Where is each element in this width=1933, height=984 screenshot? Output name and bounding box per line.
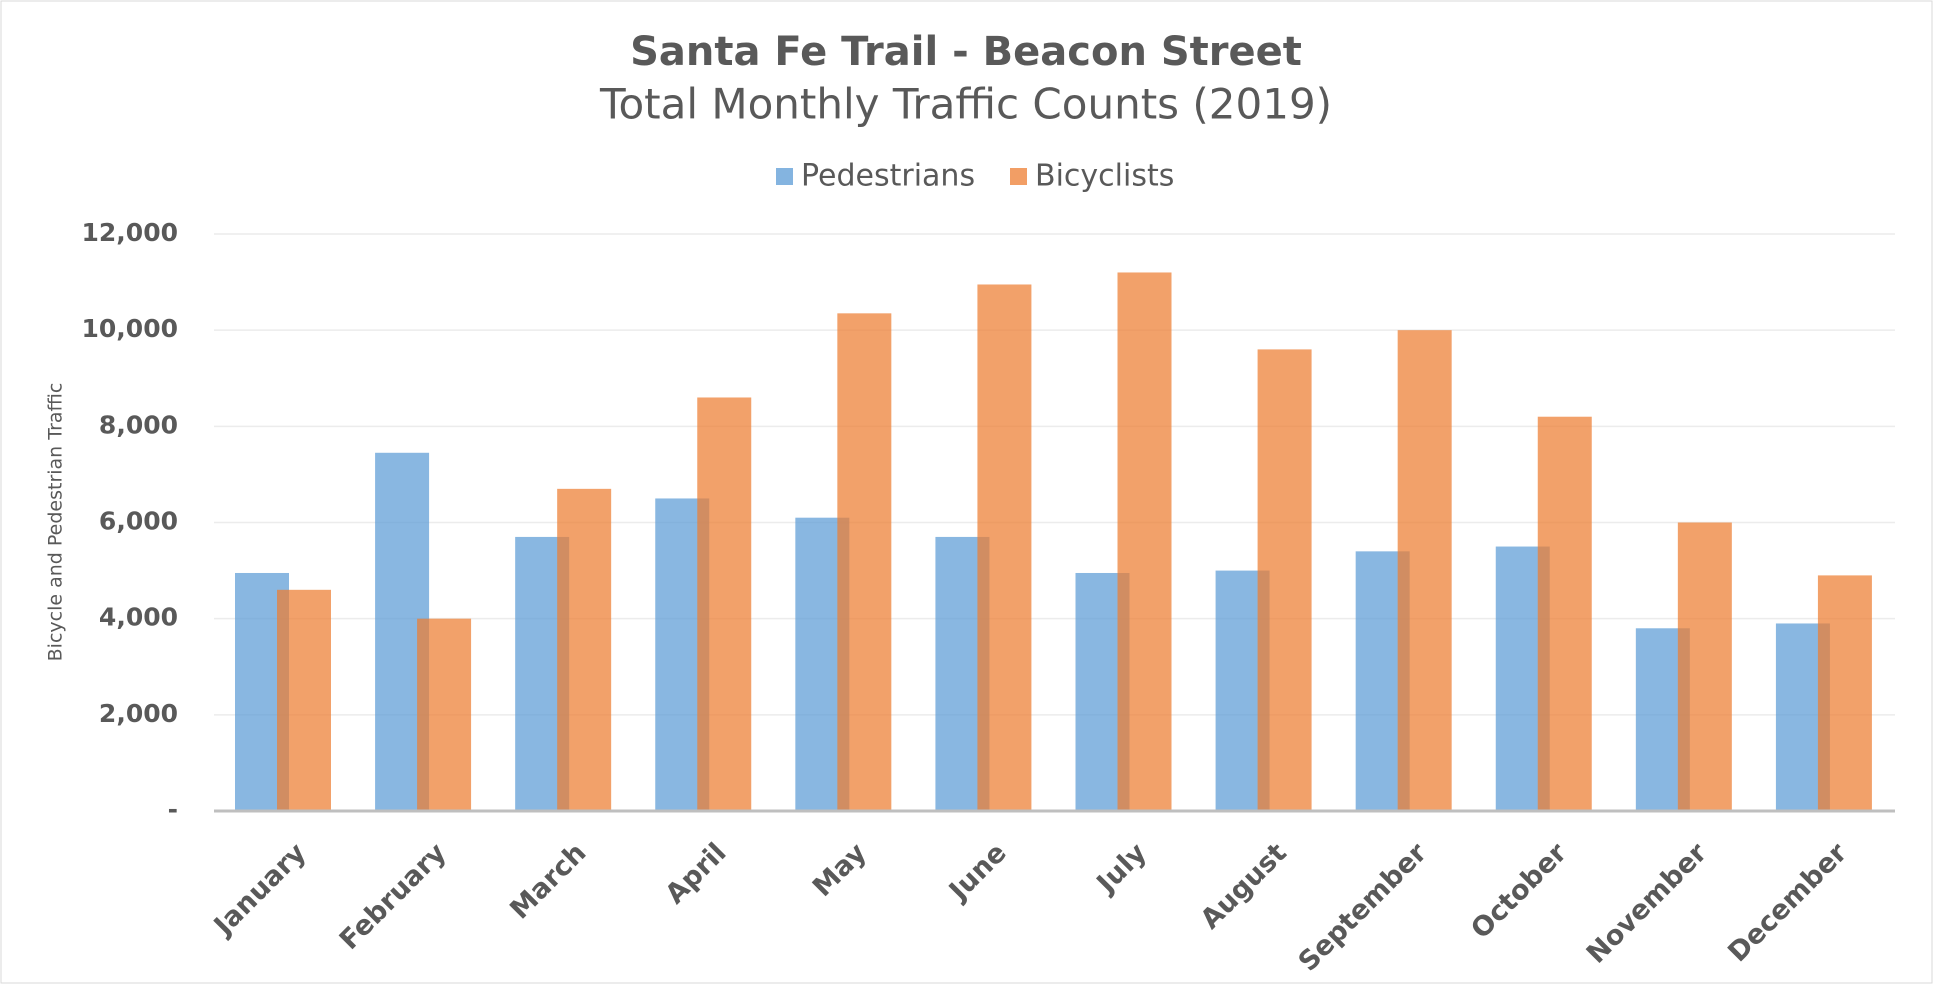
bar xyxy=(1117,272,1172,811)
bar xyxy=(417,618,472,811)
bar xyxy=(977,284,1032,811)
y-tick-label: - xyxy=(168,795,178,824)
bar xyxy=(557,488,612,811)
bar xyxy=(1817,575,1872,811)
bar xyxy=(1537,416,1592,811)
y-tick-label: 12,000 xyxy=(82,218,178,247)
legend-label: Bicyclists xyxy=(1035,159,1174,194)
chart-title: Santa Fe Trail - Beacon Street xyxy=(630,29,1302,75)
y-tick-label: 4,000 xyxy=(99,603,178,632)
bar xyxy=(1257,349,1312,811)
bar xyxy=(1677,522,1732,811)
bar xyxy=(1397,330,1452,811)
bar xyxy=(277,589,331,811)
y-tick-label: 6,000 xyxy=(99,507,178,536)
y-tick-label: 10,000 xyxy=(82,314,178,343)
legend-label: Pedestrians xyxy=(801,159,975,194)
y-tick-label: 2,000 xyxy=(99,699,178,728)
bar xyxy=(837,313,892,811)
legend-swatch xyxy=(776,168,793,185)
chart-subtitle: Total Monthly Traffic Counts (2019) xyxy=(599,80,1332,129)
bar xyxy=(697,397,752,811)
legend-swatch xyxy=(1010,168,1027,185)
y-axis-label: Bicycle and Pedestrian Traffic xyxy=(45,383,67,662)
y-tick-label: 8,000 xyxy=(99,410,178,439)
